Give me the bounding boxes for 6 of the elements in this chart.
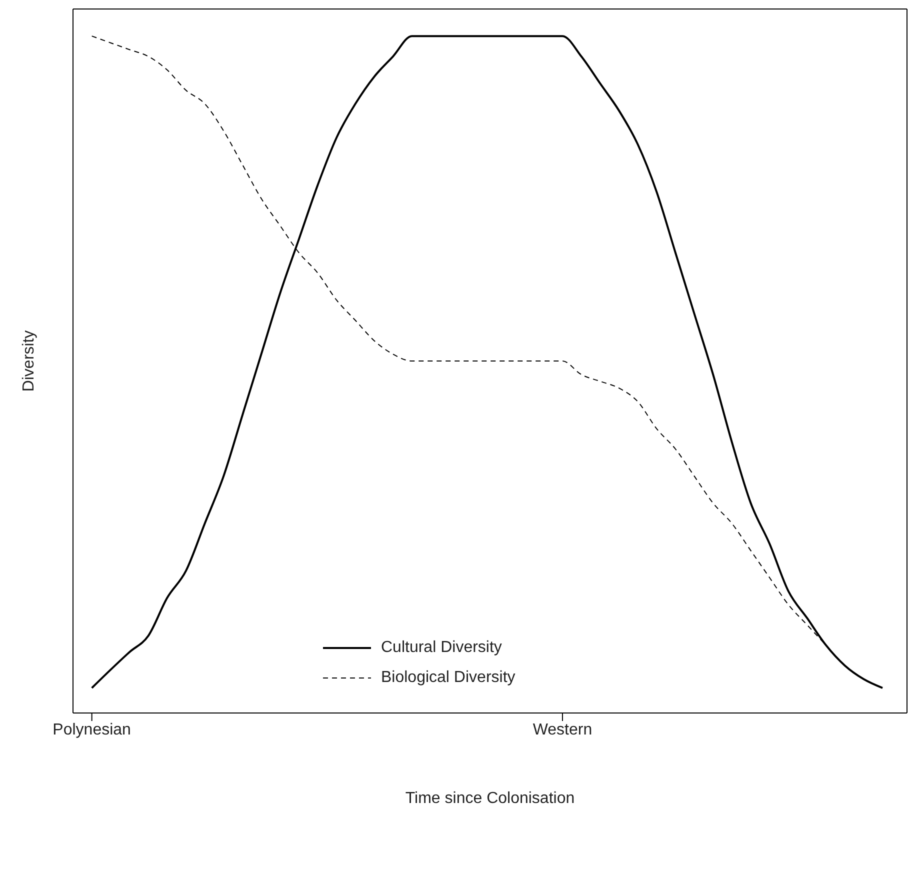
legend-label: Cultural Diversity — [381, 639, 502, 657]
x-tick-label: Polynesian — [52, 721, 131, 738]
x-axis-title: Time since Colonisation — [405, 790, 575, 807]
x-tick-label: Western — [532, 721, 592, 738]
legend-label: Biological Diversity — [381, 669, 516, 687]
y-axis-title: Diversity — [20, 330, 38, 392]
